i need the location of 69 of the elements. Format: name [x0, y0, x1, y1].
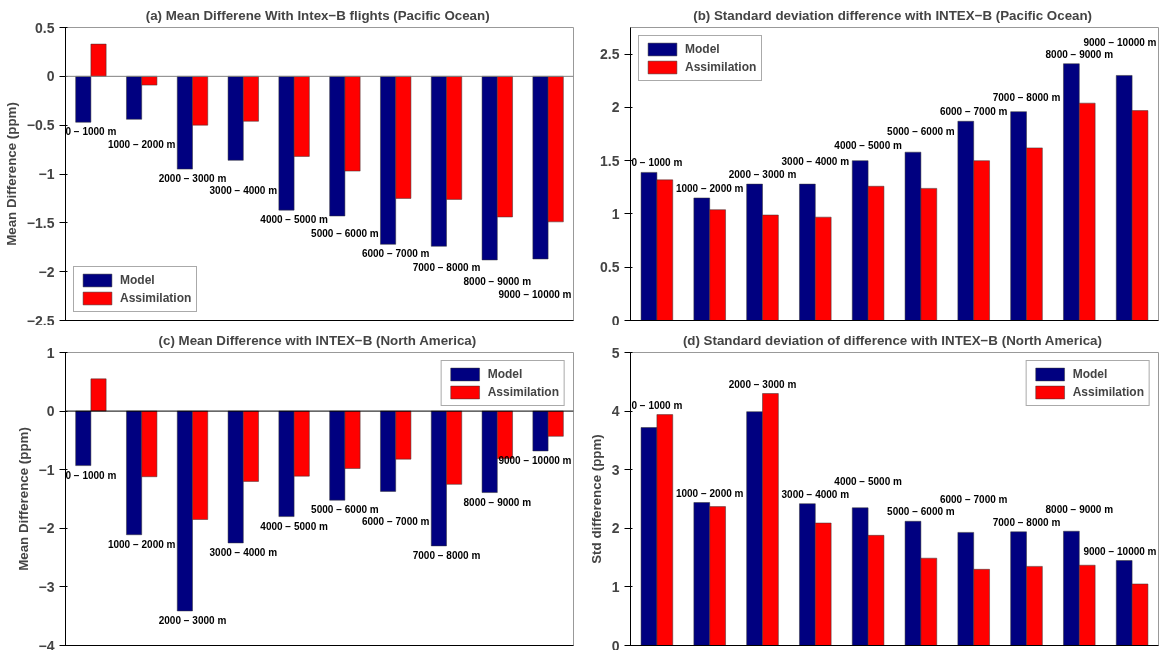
y-tick-label: 2: [611, 99, 620, 116]
legend-label: Assimilation: [120, 291, 192, 305]
y-tick-label: 1.5: [600, 152, 620, 169]
y-tick-label: 0: [611, 312, 620, 329]
y-tick-label: −2.5: [26, 312, 55, 329]
category-label: 1000 − 2000 m: [107, 538, 176, 550]
y-tick-label: −1: [38, 461, 55, 478]
y-tick-label: −4: [38, 637, 55, 654]
y-tick-label: −2: [38, 520, 55, 537]
category-label: 6000 − 7000 m: [939, 106, 1008, 118]
category-label: 7000 − 8000 m: [412, 549, 481, 561]
legend-label: Model: [487, 367, 523, 381]
legend-label: Assimilation: [1072, 385, 1144, 399]
category-label: 8000 − 9000 m: [1045, 48, 1114, 60]
category-label: 9000 − 10000 m: [1083, 36, 1157, 48]
y-tick-label: −3: [38, 578, 55, 595]
y-tick-label: −0.5: [26, 117, 55, 134]
category-label: 5000 − 6000 m: [887, 126, 955, 138]
chart-title: (c) Mean Difference with INTEX−B (North America): [158, 332, 477, 348]
category-label: 3000 − 4000 m: [209, 546, 278, 558]
y-tick-label: −1.5: [26, 214, 55, 231]
y-axis-title: Std difference (ppm): [588, 434, 604, 564]
category-label: 8000 − 9000 m: [463, 496, 532, 508]
category-label: 1000 − 2000 m: [675, 487, 744, 499]
category-label: 8000 − 9000 m: [1045, 503, 1114, 515]
y-tick-label: 2.5: [600, 46, 620, 63]
y-axis-title: Mean Difference (ppm): [15, 427, 31, 571]
legend-label: Assimilation: [685, 60, 757, 74]
category-label: 3000 − 4000 m: [781, 488, 850, 500]
y-tick-label: −1: [38, 166, 55, 182]
category-label: 4000 − 5000 m: [260, 520, 328, 532]
category-label: 9000 − 10000 m: [1083, 545, 1157, 557]
y-tick-label: 1: [46, 344, 55, 361]
y-tick-label: 0.5: [35, 19, 55, 36]
category-label: 5000 − 6000 m: [311, 504, 379, 516]
y-tick-label: 0: [46, 403, 55, 420]
category-label: 7000 − 8000 m: [992, 516, 1061, 528]
y-tick-label: −2: [38, 263, 55, 280]
category-label: 6000 − 7000 m: [361, 516, 430, 528]
category-label: 5000 − 6000 m: [887, 506, 955, 518]
category-label: 2000 − 3000 m: [728, 168, 797, 180]
category-label: 0 − 1000 m: [631, 399, 683, 411]
category-label: 0 − 1000 m: [631, 157, 683, 169]
y-tick-label: 1: [611, 578, 620, 595]
y-tick-label: 0: [611, 637, 620, 654]
y-tick-label: 1: [611, 205, 620, 222]
legend-label: Model: [120, 273, 155, 287]
category-label: 4000 − 5000 m: [834, 140, 902, 152]
legend-label: Assimilation: [487, 385, 559, 399]
category-label: 1000 − 2000 m: [675, 182, 744, 194]
legend-label: Model: [685, 42, 720, 56]
y-tick-label: 2: [611, 520, 620, 537]
y-tick-label: 0.5: [600, 259, 620, 276]
y-tick-label: 5: [611, 344, 620, 361]
legend-label: Model: [1072, 367, 1108, 381]
category-label: 6000 − 7000 m: [939, 494, 1008, 506]
y-tick-label: 0: [46, 68, 55, 85]
category-label: 7000 − 8000 m: [992, 92, 1061, 104]
category-label: 0 − 1000 m: [65, 469, 117, 481]
category-label: 2000 − 3000 m: [728, 378, 797, 390]
y-axis-title: Mean Difference (ppm): [3, 102, 19, 246]
chart-title: (a) Mean Differene With Intex−B flights (Pacific Ocean): [145, 7, 490, 23]
chart-title: (b) Standard deviation difference with INTEX−B (Pacific Ocean): [693, 7, 1093, 23]
chart-title: (d) Standard deviation of difference with INTEX−B (North America): [682, 332, 1102, 348]
y-tick-label: 4: [611, 403, 620, 420]
category-label: 2000 − 3000 m: [158, 614, 227, 626]
category-label: 4000 − 5000 m: [834, 476, 902, 488]
y-tick-label: 3: [611, 461, 620, 478]
category-label: 3000 − 4000 m: [781, 155, 850, 167]
